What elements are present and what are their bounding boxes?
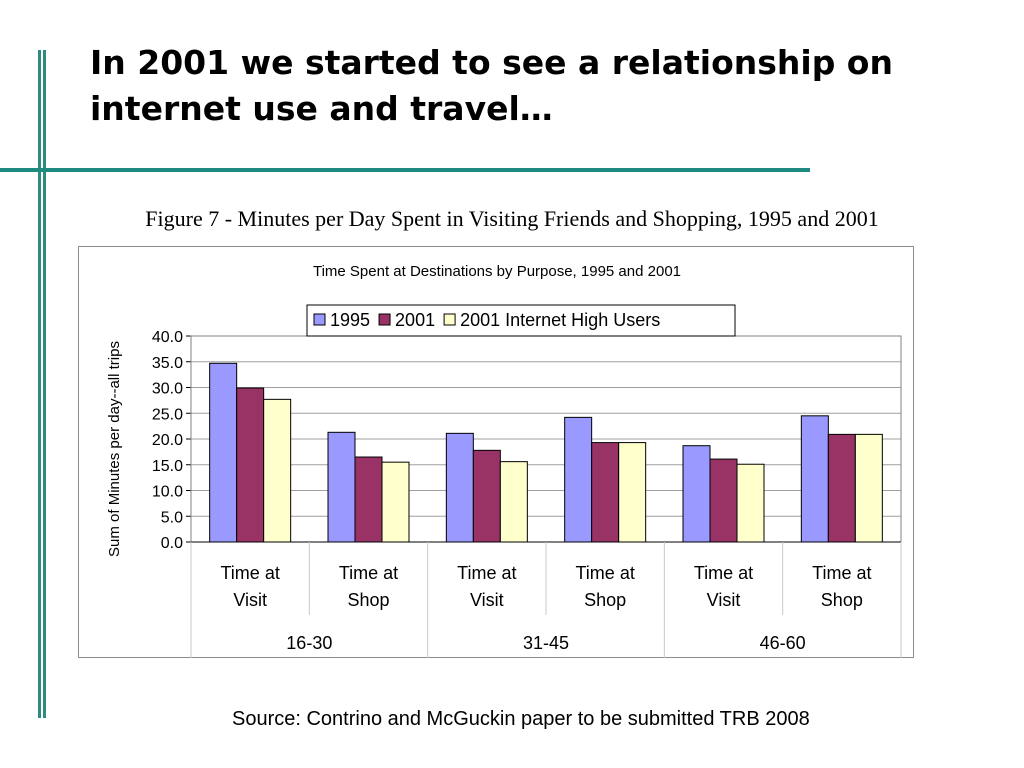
bar-2001-internet-high-users [854,433,883,543]
bar-2001 [472,449,501,543]
category-label-line1: Time at [812,563,871,583]
group-label: 16-30 [286,633,332,653]
group-label: 46-60 [760,633,806,653]
bar-2001-internet-high-users [381,461,410,543]
category-label-line2: Shop [584,590,626,610]
legend-swatch [378,313,391,326]
accent-horizontal-bar [0,168,810,172]
bar-1995 [682,445,711,543]
bar-1995 [209,362,238,543]
legend-label: 2001 Internet High Users [460,310,660,330]
y-tick-label: 5.0 [161,509,183,526]
group-label: 31-45 [523,633,569,653]
y-axis-label: Sum of Minutes per day--all trips [106,341,123,557]
category-label-line2: Visit [470,590,504,610]
y-tick-label: 10.0 [152,484,183,501]
bar-1995 [800,415,829,543]
category-label-line2: Shop [821,590,863,610]
category-label-line1: Time at [575,563,634,583]
bar-1995 [327,431,356,543]
y-tick-label: 20.0 [152,432,183,449]
bar-chart: Time Spent at Destinations by Purpose, 1… [106,263,902,658]
legend-swatch [443,313,456,326]
bar-2001-internet-high-users [736,463,765,543]
bar-2001 [591,442,620,543]
bar-1995 [445,432,474,543]
legend-swatch [313,313,326,326]
chart-frame: Time Spent at Destinations by Purpose, 1… [78,246,914,658]
y-tick-label: 15.0 [152,458,183,475]
category-label-line2: Shop [347,590,389,610]
category-label-line2: Visit [233,590,267,610]
y-tick-label: 25.0 [152,406,183,423]
y-tick-label: 40.0 [152,329,183,346]
bar-2001-internet-high-users [618,442,647,543]
bar-1995 [564,416,593,543]
source-note: Source: Contrino and McGuckin paper to b… [232,708,810,730]
category-label-line1: Time at [457,563,516,583]
bar-2001 [709,458,738,543]
y-tick-label: 30.0 [152,381,183,398]
bar-2001-internet-high-users [263,398,292,543]
category-label-line1: Time at [339,563,398,583]
category-label-line1: Time at [694,563,753,583]
legend-label: 1995 [330,310,370,330]
legend-label: 2001 [395,310,435,330]
y-tick-label: 35.0 [152,355,183,372]
bar-2001 [354,456,383,543]
bar-2001-internet-high-users [499,461,528,543]
accent-vertical-bar-1 [38,50,41,718]
chart-title: Time Spent at Destinations by Purpose, 1… [313,263,681,280]
legend-box [306,304,736,337]
bar-2001 [827,433,856,543]
bar-2001 [236,387,265,543]
y-tick-label: 0.0 [161,535,183,552]
figure-caption: Figure 7 - Minutes per Day Spent in Visi… [145,206,879,231]
slide-title: In 2001 we started to see a relationship… [90,43,893,128]
category-label-line2: Visit [707,590,741,610]
category-label-line1: Time at [220,563,279,583]
accent-vertical-bar-2 [43,50,46,718]
